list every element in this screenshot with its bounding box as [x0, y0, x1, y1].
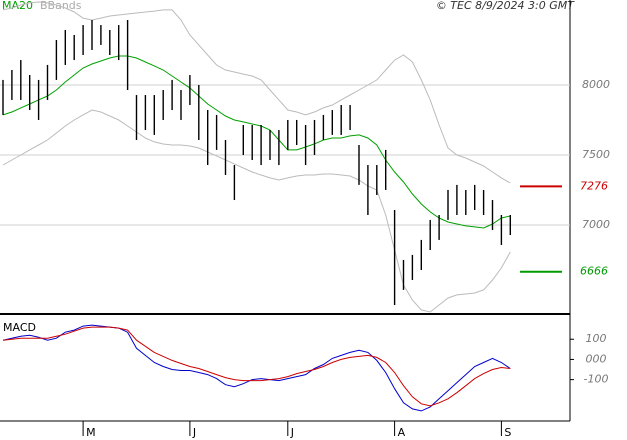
x-tick-label: A — [398, 426, 406, 439]
plot-area — [2, 1, 511, 313]
bband-upper — [2, 1, 511, 184]
y-tick-label: 7000 — [582, 218, 610, 231]
level-label: 7276 — [580, 179, 608, 192]
plot-area — [2, 324, 511, 412]
x-tick-label: M — [86, 426, 96, 439]
y-tick-label: 000 — [586, 352, 607, 365]
macd-line — [2, 326, 511, 407]
x-tick-label: J — [290, 426, 294, 439]
y-tick-label: 8000 — [582, 78, 610, 91]
level-label: 6666 — [580, 265, 608, 278]
macd-title: MACD — [3, 321, 36, 334]
macd-line — [2, 324, 511, 412]
ma20-line — [2, 55, 511, 229]
y-tick-label: 7500 — [582, 148, 610, 161]
y-tick-label: -100 — [584, 373, 609, 386]
source: © TEC 8/9/2024 3:0 GMT — [436, 0, 575, 12]
x-tick-label: S — [504, 426, 511, 439]
y-tick-label: 100 — [586, 332, 607, 345]
bband-lower — [2, 109, 511, 313]
x-tick-label: J — [192, 426, 196, 439]
